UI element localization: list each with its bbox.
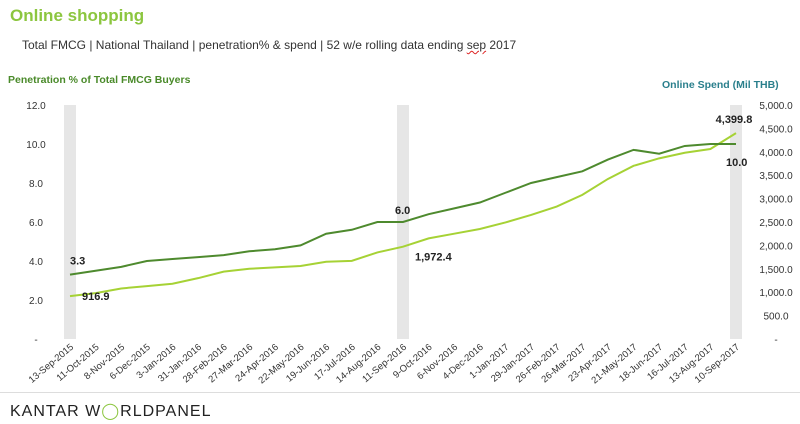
spend-data-label: 1,972.4 [415, 252, 453, 264]
penetration-data-label: 3.3 [70, 256, 85, 268]
subtitle-text: Total FMCG | National Thailand | penetra… [22, 38, 467, 52]
y-right-tick-label: - [774, 335, 777, 346]
penetration-data-label: 10.0 [726, 157, 747, 169]
brand-o-icon: ◯ [101, 403, 121, 420]
footer-divider [0, 392, 800, 393]
penetration-data-label: 6.0 [395, 205, 410, 217]
y-right-tick-label: 2,000.0 [759, 241, 793, 252]
page-title: Online shopping [10, 6, 145, 25]
subtitle-year: 2017 [486, 38, 517, 52]
page-subtitle: Total FMCG | National Thailand | penetra… [22, 38, 516, 52]
y-left-tick-label: 8.0 [29, 179, 43, 190]
y-right-tick-label: 1,000.0 [759, 288, 793, 299]
spend-data-label: 916.9 [82, 291, 110, 303]
y-right-tick-label: 2,500.0 [759, 218, 793, 229]
penetration-series-line [69, 143, 736, 276]
y-left-tick-label: 10.0 [26, 140, 46, 151]
y-left-tick-label: 6.0 [29, 218, 43, 229]
y-right-tick-label: 4,500.0 [759, 124, 793, 135]
y-right-tick-label: 3,500.0 [759, 171, 793, 182]
highlight-band [730, 105, 742, 339]
brand-text-b: RLDPANEL [120, 403, 212, 420]
spend-data-label: 4,399.8 [716, 114, 753, 126]
subtitle-sep: sep [466, 38, 487, 52]
y-right-tick-label: 5,000.0 [759, 101, 793, 112]
y-left-tick-label: 12.0 [26, 101, 46, 112]
y-left-tick-label: 2.0 [29, 296, 43, 307]
y-left-tick-label: 4.0 [29, 257, 43, 268]
y-right-tick-label: 1,500.0 [759, 265, 793, 276]
y-axis-right-label: Online Spend (Mil THB) [662, 79, 779, 91]
highlight-band [64, 105, 76, 339]
y-right-tick-label: 4,000.0 [759, 148, 793, 159]
brand-text-a: KANTAR W [10, 403, 102, 420]
y-right-tick-label: 3,000.0 [759, 195, 793, 206]
y-axis-left-label: Penetration % of Total FMCG Buyers [8, 74, 191, 86]
y-left-tick-label: - [34, 335, 37, 346]
y-right-tick-label: 500.0 [763, 312, 788, 323]
spend-series-line [69, 132, 737, 298]
brand-logo: KANTAR W◯RLDPANEL [10, 401, 211, 421]
